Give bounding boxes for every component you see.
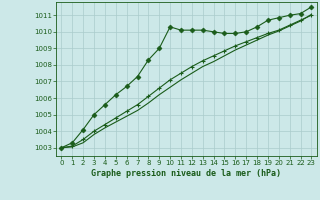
- X-axis label: Graphe pression niveau de la mer (hPa): Graphe pression niveau de la mer (hPa): [92, 169, 281, 178]
